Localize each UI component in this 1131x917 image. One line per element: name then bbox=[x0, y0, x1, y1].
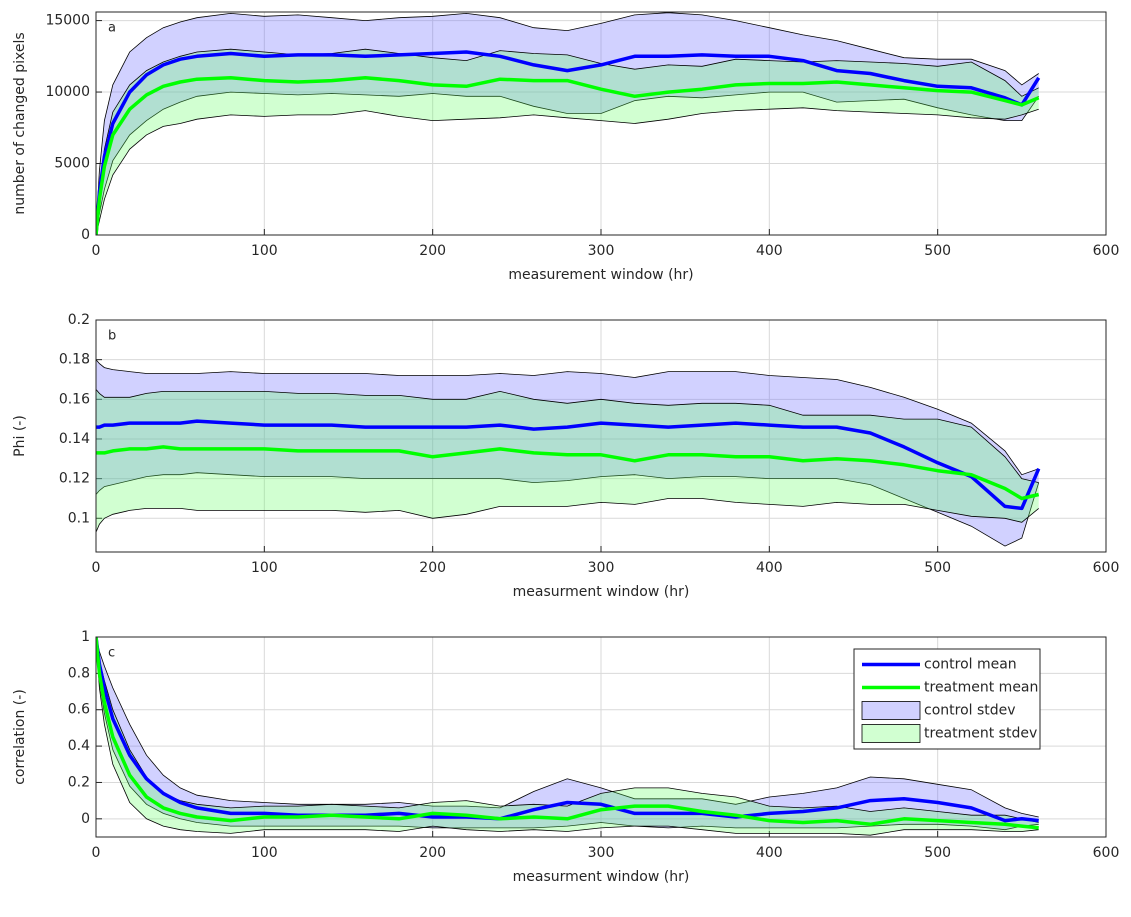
panel-label: c bbox=[108, 646, 115, 661]
axes-frame bbox=[95, 319, 1107, 553]
y-tick-label: 5000 bbox=[54, 156, 90, 172]
panel: 0 100 200 300 400 500 600 0 5000 10000 15000 a measu… bbox=[12, 11, 1120, 283]
x-tick-label: 400 bbox=[756, 560, 783, 576]
y-tick-label: 0 bbox=[81, 811, 90, 827]
y-tick-label: 0.2 bbox=[68, 312, 90, 328]
band-upper-edge bbox=[96, 637, 1039, 818]
axes-frame bbox=[95, 636, 1107, 838]
axes-frame bbox=[95, 11, 1107, 236]
y-tick-label: 0 bbox=[81, 227, 90, 243]
y-tick-label: 0.4 bbox=[68, 738, 90, 754]
x-tick-label: 400 bbox=[756, 243, 783, 259]
y-axis-label: number of changed pixels bbox=[12, 32, 28, 214]
y-axis-label: Phi (-) bbox=[12, 415, 28, 457]
x-tick-label: 0 bbox=[92, 560, 101, 576]
legend-label: control stdev bbox=[924, 703, 1016, 719]
panel-label: b bbox=[108, 329, 116, 344]
x-tick-label: 100 bbox=[251, 845, 278, 861]
x-tick-label: 600 bbox=[1093, 243, 1120, 259]
y-tick-label: 0.14 bbox=[59, 431, 90, 447]
x-tick-label: 300 bbox=[588, 243, 615, 259]
mean-line bbox=[96, 50, 1041, 235]
plot-area bbox=[96, 359, 1041, 547]
stdev-band bbox=[96, 12, 1039, 235]
x-tick-label: 300 bbox=[588, 845, 615, 861]
x-axis-label: measurment window (hr) bbox=[513, 584, 690, 600]
y-tick-label: 0.6 bbox=[68, 702, 90, 718]
mean-line bbox=[96, 419, 1041, 511]
x-tick-label: 500 bbox=[924, 560, 951, 576]
x-tick-label: 300 bbox=[588, 560, 615, 576]
legend-swatch bbox=[861, 724, 921, 743]
x-tick-label: 100 bbox=[251, 243, 278, 259]
x-axis-label: measurment window (hr) bbox=[513, 869, 690, 885]
x-tick-label: 500 bbox=[924, 845, 951, 861]
x-tick-label: 600 bbox=[1093, 560, 1120, 576]
band-lower-edge bbox=[96, 498, 1039, 533]
x-tick-label: 500 bbox=[924, 243, 951, 259]
x-tick-label: 200 bbox=[419, 243, 446, 259]
band-lower-edge bbox=[96, 107, 1039, 235]
y-tick-label: 0.2 bbox=[68, 774, 90, 790]
plot-area bbox=[96, 12, 1041, 235]
y-tick-label: 15000 bbox=[45, 13, 90, 29]
x-tick-label: 100 bbox=[251, 560, 278, 576]
band-lower-edge bbox=[96, 91, 1040, 235]
band-upper-edge bbox=[96, 48, 1039, 233]
mean-line bbox=[96, 637, 1039, 830]
stdev-band bbox=[96, 49, 1039, 235]
legend: control mean treatment mean control stdev t… bbox=[853, 648, 1041, 750]
mean-line bbox=[96, 445, 1040, 501]
x-tick-label: 200 bbox=[419, 560, 446, 576]
band-upper-edge bbox=[96, 12, 1039, 231]
y-tick-label: 0.8 bbox=[68, 665, 90, 681]
legend-swatch bbox=[861, 701, 921, 720]
y-tick-label: 0.18 bbox=[59, 352, 90, 368]
y-tick-label: 0.16 bbox=[59, 391, 90, 407]
band-upper-edge bbox=[96, 389, 1039, 483]
y-tick-label: 0.12 bbox=[59, 471, 90, 487]
y-tick-label: 0.1 bbox=[68, 510, 90, 526]
x-tick-label: 0 bbox=[92, 845, 101, 861]
band-upper-edge bbox=[96, 359, 1039, 476]
y-axis-label: correlation (-) bbox=[12, 689, 28, 785]
x-tick-label: 600 bbox=[1093, 845, 1120, 861]
legend-label: treatment mean bbox=[924, 680, 1038, 696]
stdev-band bbox=[96, 359, 1039, 547]
panel: 0 100 200 300 400 500 600 0.1 0.12 0.14 0.16 0.18 0.… bbox=[12, 312, 1119, 600]
panel: 0 100 200 300 400 500 600 0 0.2 0.4 0.6 0.8 1 c measur… bbox=[12, 629, 1119, 885]
x-tick-label: 0 bbox=[92, 243, 101, 259]
mean-line bbox=[96, 76, 1040, 235]
x-tick-label: 400 bbox=[756, 845, 783, 861]
x-tick-label: 200 bbox=[419, 845, 446, 861]
plot-area bbox=[96, 637, 1039, 836]
y-tick-label: 1 bbox=[81, 629, 90, 645]
band-lower-edge bbox=[96, 472, 1040, 547]
panel-label: a bbox=[108, 21, 116, 36]
band-lower-edge bbox=[96, 637, 1039, 836]
y-tick-label: 10000 bbox=[45, 84, 90, 100]
x-axis-label: measurement window (hr) bbox=[508, 267, 693, 283]
stdev-band bbox=[96, 637, 1039, 830]
legend-label: control mean bbox=[924, 657, 1017, 673]
legend-label: treatment stdev bbox=[924, 726, 1037, 742]
band-lower-edge bbox=[96, 637, 1039, 831]
